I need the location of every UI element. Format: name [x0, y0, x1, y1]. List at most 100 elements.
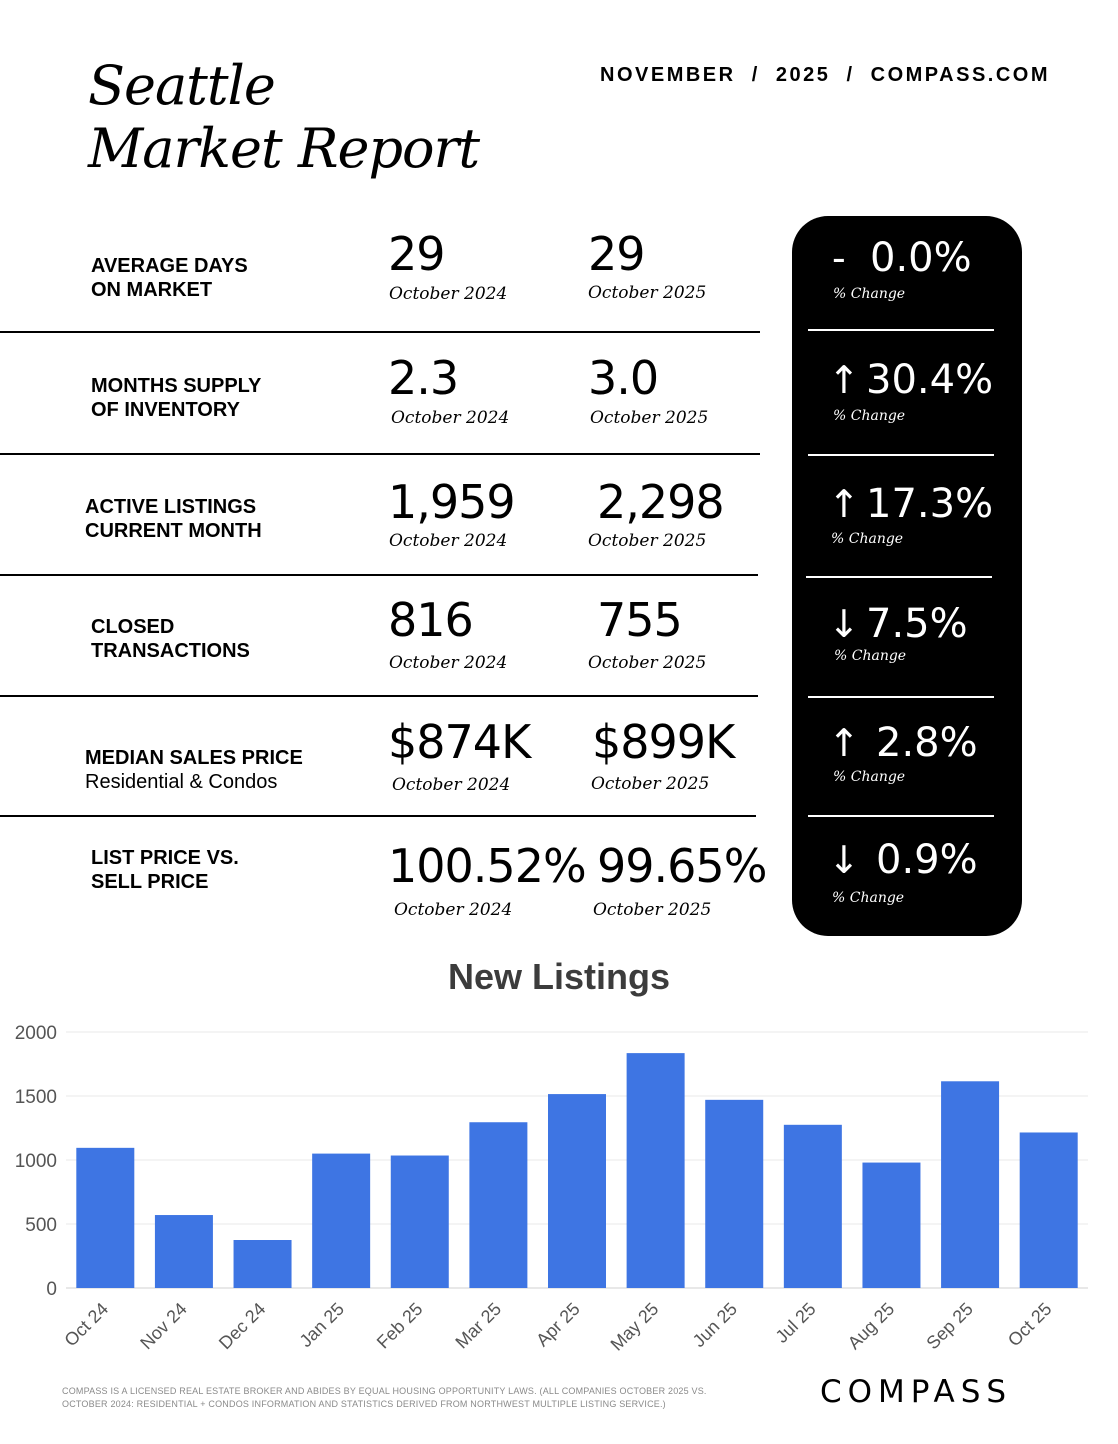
- x-tick-label: Nov 24: [136, 1299, 190, 1353]
- bar: [154, 1215, 213, 1288]
- metric-row: MONTHS SUPPLY OF INVENTORY 2.3 October 2…: [0, 338, 760, 460]
- x-tick-label: Feb 25: [373, 1299, 427, 1353]
- metric-period-current: October 2025: [588, 283, 707, 303]
- change-percent: 7.5%: [866, 601, 968, 647]
- metric-period-previous: October 2024: [389, 284, 508, 304]
- bar: [233, 1240, 292, 1288]
- bar: [469, 1122, 528, 1288]
- bar: [941, 1081, 1000, 1288]
- x-tick-label: Dec 24: [215, 1299, 269, 1353]
- arrow-down-icon: ↓: [828, 838, 860, 882]
- metric-period-current: October 2025: [591, 774, 710, 794]
- row-divider: [0, 695, 758, 697]
- metric-label: MEDIAN SALES PRICE Residential & Condos: [85, 722, 303, 818]
- change-value: ↑ 30.4%: [828, 358, 993, 402]
- metric-period-current: October 2025: [593, 900, 712, 920]
- arrow-up-icon: ↑: [828, 721, 860, 765]
- legal-disclaimer: COMPASS IS A LICENSED REAL ESTATE BROKER…: [62, 1386, 707, 1409]
- metric-label: CLOSED TRANSACTIONS: [91, 616, 250, 662]
- metric-period-previous: October 2024: [394, 900, 513, 920]
- metric-value-current: 3.0: [588, 351, 659, 405]
- metric-value-previous: 1,959: [388, 475, 516, 529]
- panel-divider: [808, 815, 994, 817]
- metric-value-current: 29: [588, 227, 646, 281]
- change-value: ↓ 0.9%: [828, 838, 978, 882]
- bar: [783, 1124, 842, 1288]
- metric-value-previous: 2.3: [388, 351, 459, 405]
- arrow-down-icon: ↓: [828, 602, 860, 646]
- metric-period-current: October 2025: [588, 531, 707, 551]
- metric-value-previous: 29: [388, 227, 446, 281]
- title-line-report: Market Report: [88, 117, 480, 180]
- metric-row: MEDIAN SALES PRICE Residential & Condos …: [0, 702, 760, 824]
- change-percent: 17.3%: [866, 481, 994, 527]
- row-divider: [0, 574, 758, 576]
- change-label: % Change: [833, 286, 906, 302]
- metric-label: LIST PRICE VS. SELL PRICE: [91, 847, 239, 893]
- bar: [548, 1094, 606, 1288]
- change-percent: 0.0%: [870, 235, 972, 281]
- metric-row: LIST PRICE VS. SELL PRICE 100.52% Octobe…: [0, 822, 767, 944]
- change-label: % Change: [833, 769, 906, 785]
- bar: [705, 1099, 764, 1288]
- metric-value-current: $899K: [592, 715, 735, 769]
- metric-row: CLOSED TRANSACTIONS 816 October 2024 755…: [0, 582, 760, 704]
- metric-value-current: 755: [597, 593, 683, 647]
- panel-divider: [808, 329, 994, 331]
- metric-row: ACTIVE LISTINGS CURRENT MONTH 1,959 Octo…: [0, 460, 760, 582]
- metric-label: AVERAGE DAYS ON MARKET: [91, 255, 248, 301]
- change-label: % Change: [834, 648, 907, 664]
- report-date-and-site: NOVEMBER / 2025 / COMPASS.COM: [600, 64, 1050, 86]
- chart-title: New Listings: [447, 956, 671, 997]
- arrow-up-icon: ↑: [828, 482, 860, 526]
- new-listings-bar-chart: 0 500 1000 1500 2000 Oct 24 Nov 24 Dec 24 Jan 25…: [15, 1023, 1088, 1355]
- x-tick-label: Jul 25: [772, 1299, 820, 1347]
- x-tick-label: Oct 24: [60, 1299, 112, 1351]
- y-tick-label: 1000: [15, 1151, 57, 1172]
- change-label: % Change: [833, 408, 906, 424]
- x-tick-label: Jun 25: [689, 1299, 741, 1351]
- panel-divider: [808, 454, 994, 456]
- row-divider: [0, 453, 760, 455]
- change-percent: 0.9%: [876, 837, 978, 883]
- change-percent: 30.4%: [866, 357, 994, 403]
- metric-period-previous: October 2024: [392, 775, 511, 795]
- arrow-up-icon: ↑: [828, 358, 860, 402]
- change-value: -0.0%: [832, 236, 972, 280]
- panel-divider: [808, 696, 994, 698]
- metric-row: AVERAGE DAYS ON MARKET 29 October 2024 2…: [0, 216, 760, 338]
- metric-value-previous: 816: [388, 593, 474, 647]
- bar: [626, 1053, 685, 1288]
- change-label: % Change: [831, 531, 904, 547]
- metric-period-current: October 2025: [588, 653, 707, 673]
- change-value: ↑ 17.3%: [828, 482, 993, 526]
- metric-label: ACTIVE LISTINGS CURRENT MONTH: [85, 496, 262, 542]
- bar: [862, 1162, 921, 1288]
- dash-icon: -: [832, 236, 846, 280]
- title-line-city: Seattle: [88, 54, 276, 117]
- y-tick-label: 500: [25, 1215, 57, 1236]
- bar: [390, 1155, 449, 1288]
- metric-period-previous: October 2024: [389, 531, 508, 551]
- metric-label: MONTHS SUPPLY OF INVENTORY: [91, 375, 262, 421]
- metric-label-main: MEDIAN SALES PRICE: [85, 747, 303, 769]
- percent-change-panel: -0.0% % Change ↑ 30.4% % Change ↑ 17.3% % …: [792, 216, 1022, 936]
- bar: [1019, 1132, 1078, 1288]
- y-tick-label: 2000: [15, 1023, 57, 1044]
- page-title: Seattle Market Report: [88, 54, 480, 180]
- x-tick-label: Aug 25: [844, 1299, 898, 1353]
- change-percent: 2.8%: [876, 720, 978, 766]
- metric-period-previous: October 2024: [391, 408, 510, 428]
- x-tick-label: Apr 25: [532, 1299, 584, 1351]
- y-tick-label: 0: [46, 1279, 57, 1300]
- bar: [312, 1153, 371, 1288]
- x-tick-label: Sep 25: [922, 1299, 976, 1353]
- panel-divider: [806, 576, 992, 578]
- change-value: ↓ 7.5%: [828, 602, 968, 646]
- metric-period-current: October 2025: [590, 408, 709, 428]
- row-divider: [0, 815, 756, 817]
- metric-value-current: 99.65%: [597, 839, 767, 893]
- x-tick-label: May 25: [607, 1299, 663, 1355]
- compass-logo: COMPASS: [820, 1374, 1013, 1410]
- y-tick-label: 1500: [15, 1087, 57, 1108]
